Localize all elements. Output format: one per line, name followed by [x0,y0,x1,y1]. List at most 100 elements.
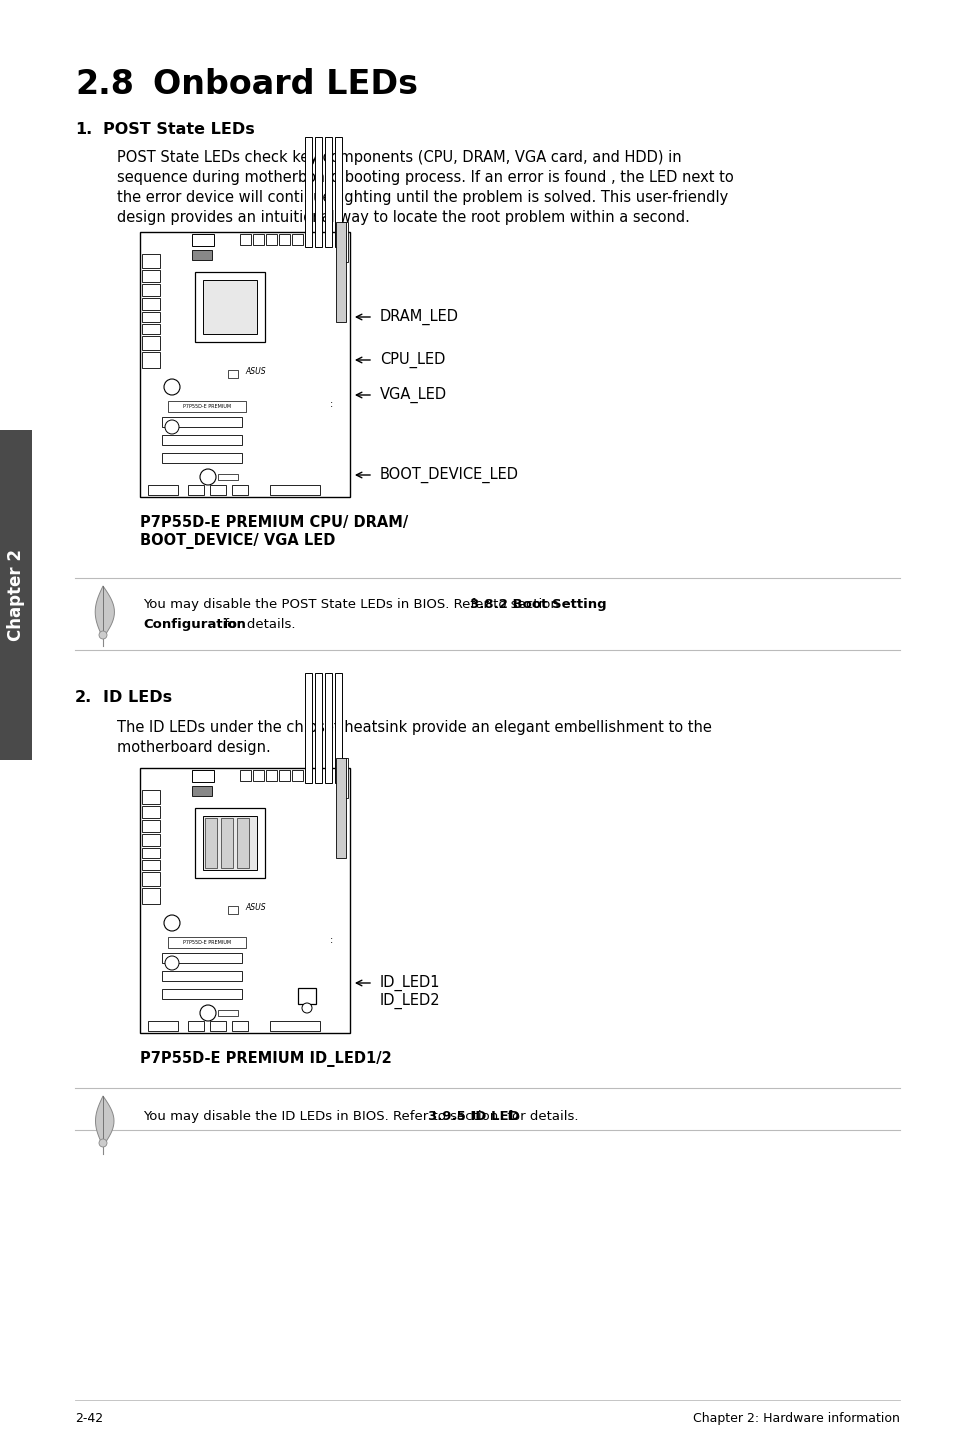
Bar [142,336,160,349]
Bar [203,280,256,334]
Bar [228,906,237,915]
Text: ASUS: ASUS [245,368,265,377]
Text: DRAM_LED: DRAM_LED [379,309,458,325]
Bar [142,298,160,311]
Bar [142,848,160,858]
Bar [221,818,233,869]
Text: P7P55D-E PREMIUM: P7P55D-E PREMIUM [183,404,231,408]
Text: design provides an intuitional way to locate the root problem within a second.: design provides an intuitional way to lo… [117,210,689,224]
Text: :: : [330,935,334,945]
Bar [142,860,160,870]
Circle shape [99,631,107,638]
Bar [188,1021,204,1031]
Bar [142,283,160,296]
Text: motherboard design.: motherboard design. [117,741,271,755]
Circle shape [200,1005,215,1021]
Text: P7P55D-E PREMIUM CPU/ DRAM/: P7P55D-E PREMIUM CPU/ DRAM/ [140,515,408,531]
Text: BOOT_DEVICE_LED: BOOT_DEVICE_LED [379,467,518,483]
Text: the error device will continue lighting until the problem is solved. This user-f: the error device will continue lighting … [117,190,727,206]
Bar [162,953,242,963]
Bar [162,453,242,463]
Circle shape [200,469,215,485]
Bar [270,1021,319,1031]
Bar [205,818,216,869]
Text: You may disable the POST State LEDs in BIOS. Refer to section: You may disable the POST State LEDs in B… [143,598,562,611]
Bar [325,673,332,784]
Text: 1.: 1. [75,122,92,137]
Bar [142,834,160,846]
Text: VGA_LED: VGA_LED [379,387,447,403]
Bar [142,255,160,267]
Bar [142,789,160,804]
Bar [335,673,341,784]
Text: The ID LEDs under the chipset heatsink provide an elegant embellishment to the: The ID LEDs under the chipset heatsink p… [117,720,711,735]
Bar [148,1021,178,1031]
Bar [192,250,212,260]
Bar [278,769,290,781]
Bar [236,818,249,869]
Bar [192,769,213,782]
Bar [142,324,160,334]
Text: CPU_LED: CPU_LED [379,352,445,368]
Circle shape [165,956,179,971]
Bar [192,787,212,797]
Bar [0,430,32,761]
Bar [335,221,346,322]
Text: ID_LED2: ID_LED2 [379,992,440,1009]
Bar [140,232,350,498]
Bar [210,1021,226,1031]
Bar [188,485,204,495]
Bar [162,436,242,444]
Text: Chapter 2: Hardware information: Chapter 2: Hardware information [693,1412,899,1425]
Text: Configuration: Configuration [143,618,246,631]
Text: 2.: 2. [75,690,92,705]
Bar [142,807,160,818]
Bar [305,137,312,247]
Bar [278,234,290,244]
Text: for details.: for details. [219,618,294,631]
Circle shape [164,380,180,395]
Text: BOOT_DEVICE/ VGA LED: BOOT_DEVICE/ VGA LED [140,533,335,549]
Bar [140,768,350,1032]
Bar [203,815,256,870]
Text: 2-42: 2-42 [75,1412,103,1425]
Text: POST State LEDs check key components (CPU, DRAM, VGA card, and HDD) in: POST State LEDs check key components (CP… [117,150,680,165]
Text: You may disable the ID LEDs in BIOS. Refer to section: You may disable the ID LEDs in BIOS. Ref… [143,1110,502,1123]
Circle shape [165,420,179,434]
Bar [325,137,332,247]
Bar [253,234,264,244]
Bar [168,938,246,948]
Bar [142,352,160,368]
Bar [240,769,251,781]
Bar [232,1021,248,1031]
Text: for details.: for details. [502,1110,578,1123]
Bar [142,889,160,905]
Bar [218,475,237,480]
Bar [218,1009,237,1017]
Text: sequence during motherboard booting process. If an error is found , the LED next: sequence during motherboard booting proc… [117,170,733,186]
Bar [314,137,322,247]
Text: ID LEDs: ID LEDs [103,690,172,705]
Bar [142,270,160,282]
Bar [162,417,242,427]
Bar [292,769,303,781]
Polygon shape [95,1096,113,1146]
Circle shape [302,1002,312,1012]
Bar [192,234,213,246]
Bar [266,769,276,781]
Bar [194,808,265,879]
Bar [297,988,315,1004]
Bar [253,769,264,781]
Bar [292,234,303,244]
Bar [142,312,160,322]
Text: POST State LEDs: POST State LEDs [103,122,254,137]
Bar [341,221,348,262]
Bar [314,673,322,784]
Bar [210,485,226,495]
Bar [168,401,246,413]
Bar [162,989,242,999]
Circle shape [164,915,180,930]
Text: P7P55D-E PREMIUM: P7P55D-E PREMIUM [183,939,231,945]
Bar [335,137,341,247]
Bar [240,234,251,244]
